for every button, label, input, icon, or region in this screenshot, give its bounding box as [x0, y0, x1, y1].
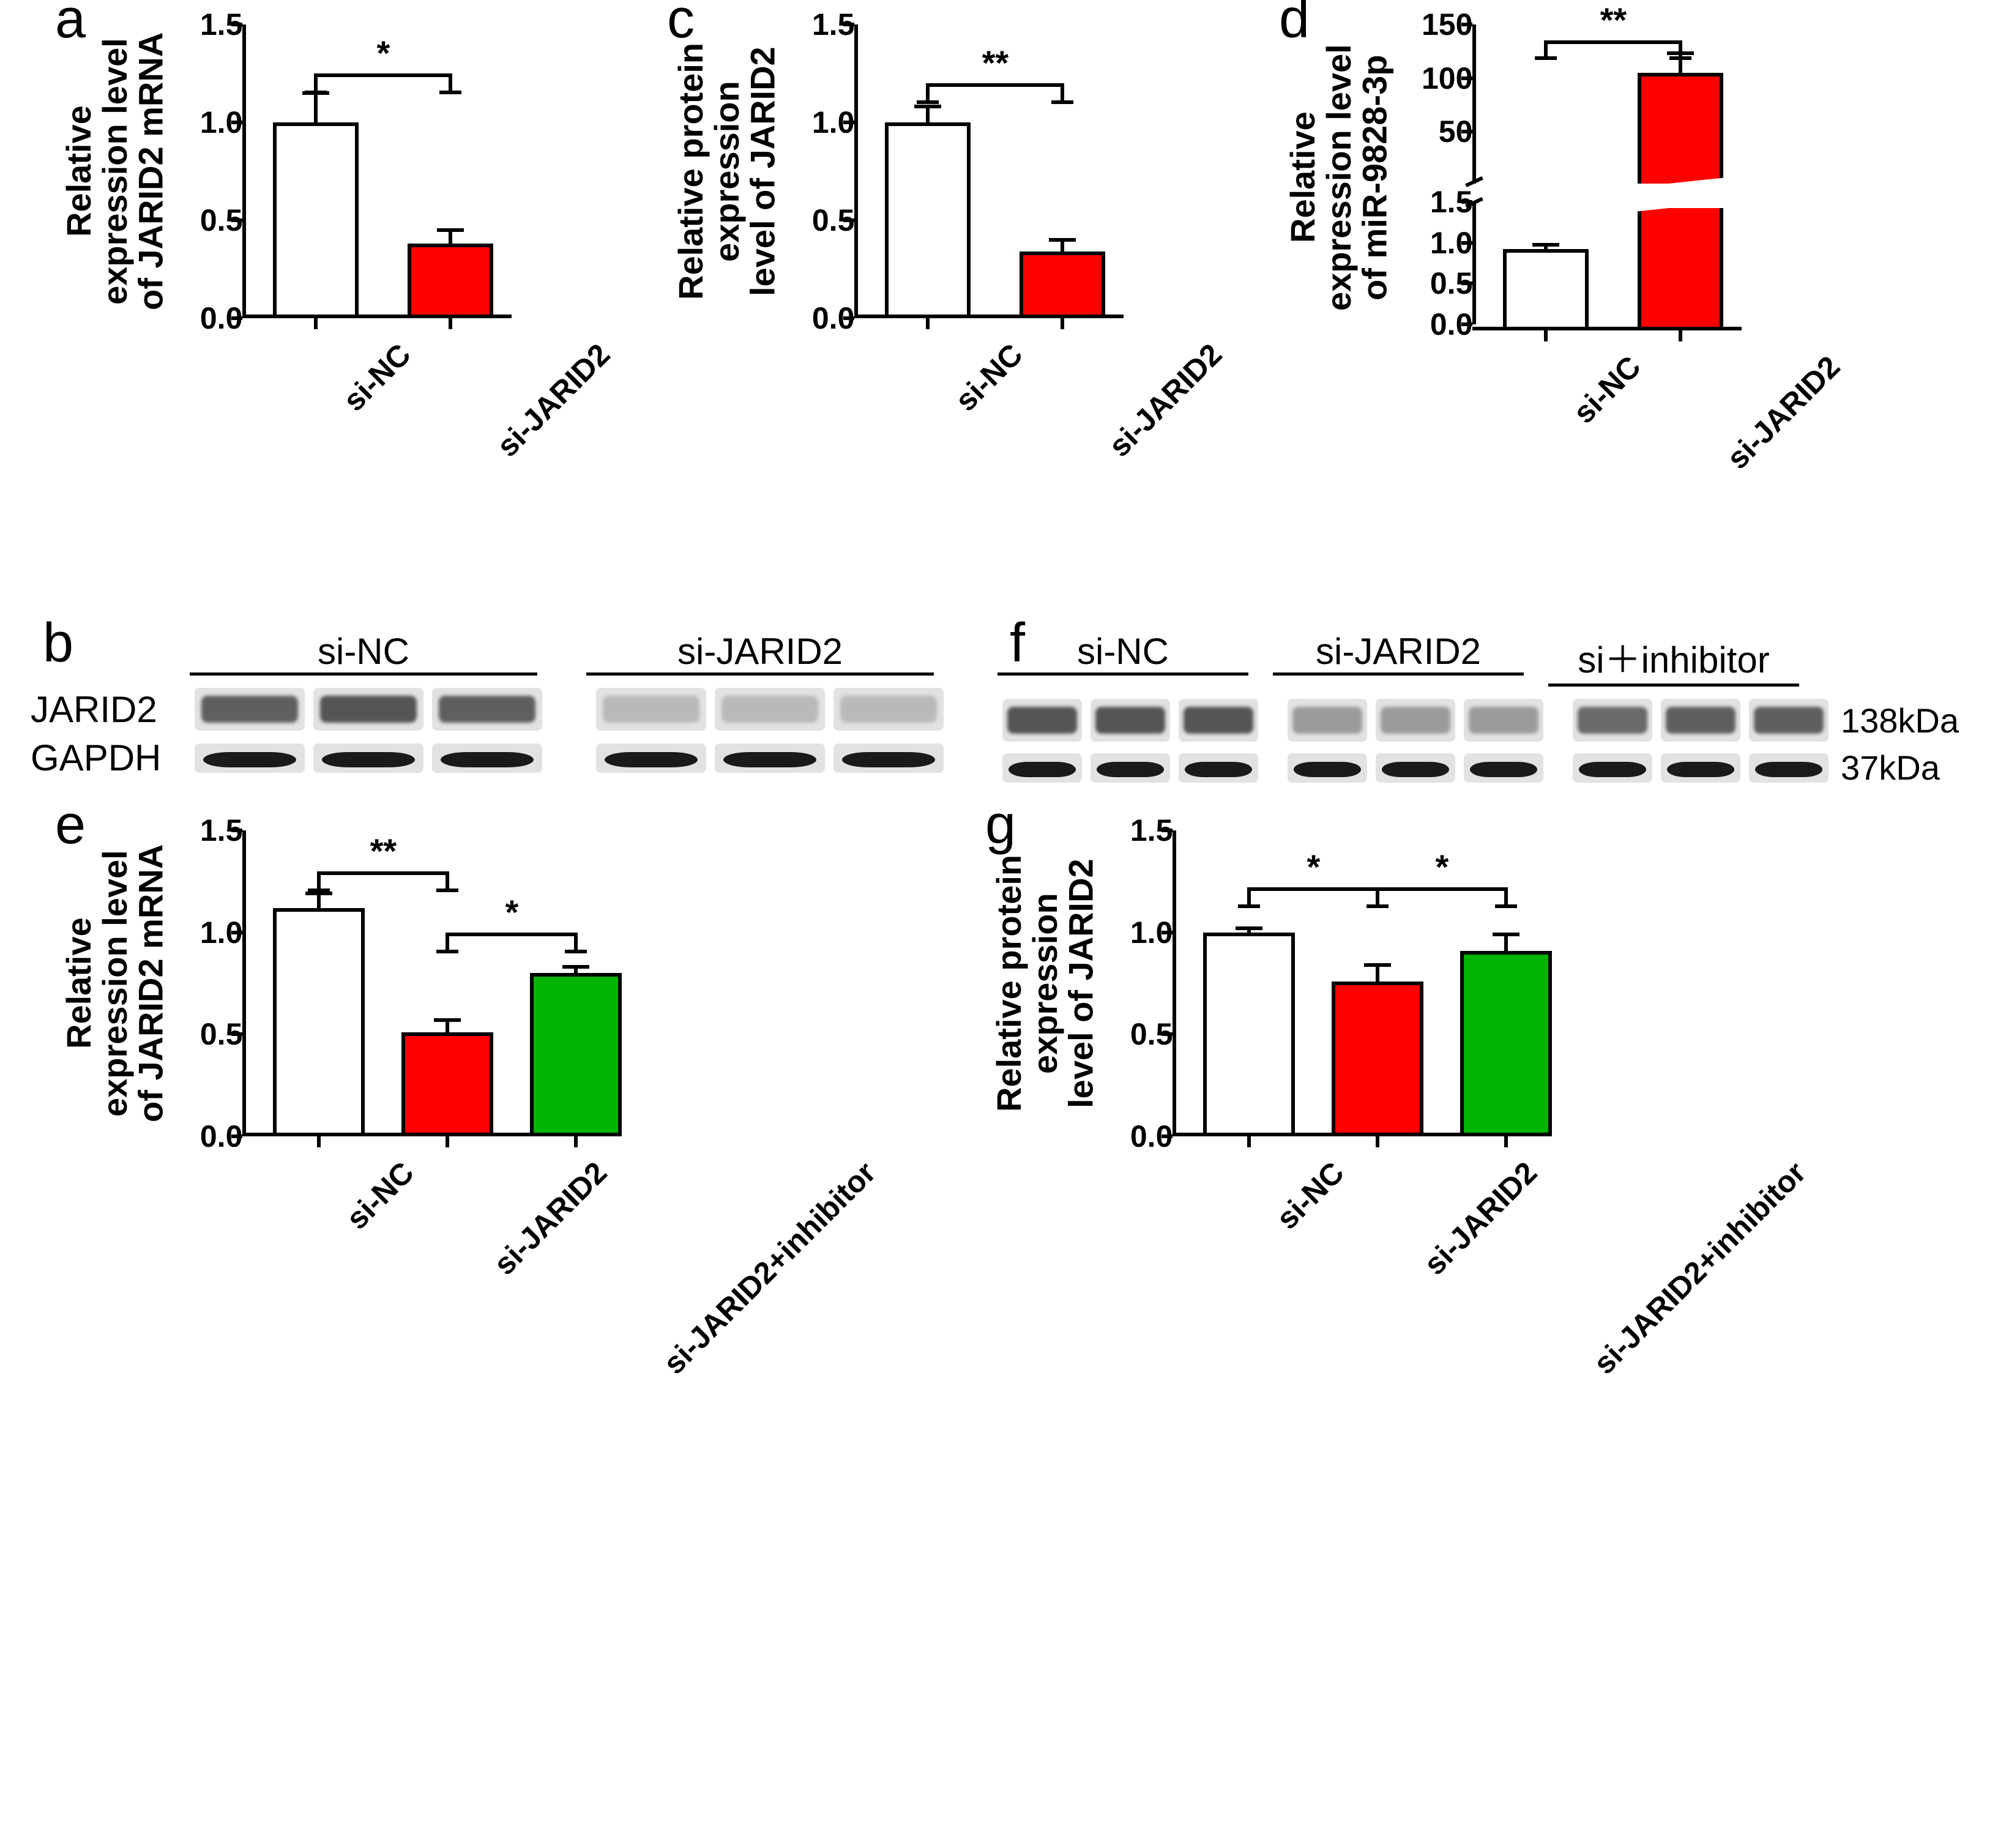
panel-label: b: [43, 612, 73, 675]
y-axis-label: Relative expression levelof miR-9828-3p: [1285, 24, 1393, 330]
bar: [1020, 251, 1105, 318]
x-tick-label: si-JARID2+inhibitor: [657, 1155, 883, 1381]
bar: [885, 122, 971, 318]
panel-label: f: [1010, 612, 1025, 675]
significance-marker: *: [376, 33, 390, 73]
bar: [401, 1032, 493, 1136]
bar: [273, 908, 365, 1136]
blot-band: [715, 743, 825, 773]
blot-band: [1288, 699, 1367, 742]
x-tick-label: si-JARID2: [1102, 337, 1229, 464]
blot-group-label: si-JARID2: [1273, 630, 1524, 673]
blot-row-label: GAPDH: [31, 737, 190, 779]
x-tick-label: si-NC: [949, 337, 1030, 418]
blot-band: [1179, 699, 1258, 742]
x-tick-label: si-JARID2: [1417, 1155, 1545, 1282]
blot-band: [1091, 699, 1170, 742]
blot-band: [1288, 753, 1367, 783]
blot-band: [1661, 753, 1740, 783]
blot-band: [596, 743, 706, 773]
blot-band: [195, 743, 305, 773]
blot-band: [432, 743, 542, 773]
blot-band: [1376, 753, 1455, 783]
blot-band: [1573, 753, 1652, 783]
x-tick-label: si-NC: [1567, 349, 1648, 430]
panel-a: aRelative expression levelof JARID2 mRNA…: [61, 24, 587, 575]
blot-band: [313, 743, 423, 773]
blot-band: [715, 688, 825, 731]
bar: [530, 973, 622, 1136]
blot-group-label: si-JARID2: [586, 630, 934, 673]
blot-band: [833, 743, 944, 773]
significance-marker: *: [1435, 847, 1449, 887]
figure-root: aRelative expression levelof JARID2 mRNA…: [24, 24, 1983, 1503]
blot-group-label: si-NC: [997, 630, 1248, 673]
significance-marker: **: [982, 43, 1009, 83]
bar: [1638, 73, 1723, 184]
x-tick-label: si-JARID2+inhibitor: [1587, 1155, 1813, 1381]
blot-band: [833, 688, 944, 731]
x-tick-label: si-JARID2: [490, 337, 617, 464]
y-axis-label: Relative expression levelof JARID2 mRNA: [61, 830, 169, 1136]
blot-band: [1179, 753, 1258, 783]
blot-row-label: JARID2: [31, 688, 190, 731]
x-tick-label: si-NC: [337, 337, 418, 418]
panel-f: fsi-NC si-JARID2 si＋inhibitor 138kDa 37kDa: [997, 587, 1977, 794]
y-axis-label: Relative protein expressionlevel of JARI…: [991, 830, 1099, 1136]
panel-e: eRelative expression levelof JARID2 mRNA…: [61, 830, 734, 1503]
molecular-weight-label: 138kDa: [1841, 701, 1959, 740]
blot-band: [1091, 753, 1170, 783]
blot-band: [1464, 753, 1543, 783]
bar: [273, 122, 359, 318]
bar: [1638, 208, 1723, 330]
panel-c: cRelative protein expressionlevel of JAR…: [673, 24, 1199, 575]
significance-marker: *: [1307, 847, 1320, 887]
bar: [408, 244, 493, 318]
bar: [1460, 951, 1552, 1136]
panel-d: dRelative expression levelof miR-9828-3p…: [1285, 24, 1836, 575]
blot-band: [1376, 699, 1455, 742]
blot-group-label: si-NC: [190, 630, 537, 673]
blot-band: [1749, 699, 1829, 742]
blot-band: [596, 688, 706, 731]
y-axis-label: Relative protein expressionlevel of JARI…: [673, 24, 781, 318]
blot-band: [432, 688, 542, 731]
x-tick-label: si-JARID2: [487, 1155, 614, 1282]
significance-marker: **: [1600, 0, 1627, 40]
blot-band: [1464, 699, 1543, 742]
blot-band: [1573, 699, 1652, 742]
blot-group-label: si＋inhibitor: [1548, 630, 1799, 684]
x-tick-label: si-NC: [1270, 1155, 1351, 1236]
blot-band: [1002, 699, 1082, 742]
molecular-weight-label: 37kDa: [1841, 748, 1940, 788]
blot-band: [195, 688, 305, 731]
bar: [1503, 249, 1589, 330]
significance-marker: *: [505, 892, 518, 932]
panel-b: b si-NC si-JARID2 JARID2 GAPDH: [31, 587, 1010, 785]
panel-g: gRelative protein expressionlevel of JAR…: [991, 830, 1665, 1503]
blot-band: [1749, 753, 1829, 783]
x-tick-label: si-JARID2: [1720, 349, 1848, 476]
bar: [1203, 933, 1295, 1136]
blot-band: [1002, 753, 1082, 783]
x-tick-label: si-NC: [340, 1155, 421, 1236]
blot-band: [1661, 699, 1740, 742]
y-axis-label: Relative expression levelof JARID2 mRNA: [61, 24, 169, 318]
bar: [1332, 982, 1423, 1136]
significance-marker: **: [370, 831, 397, 871]
blot-band: [313, 688, 423, 731]
